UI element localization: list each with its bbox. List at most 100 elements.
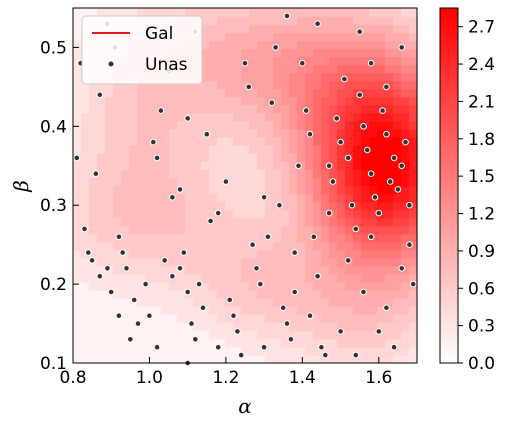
contour-cell bbox=[97, 354, 106, 364]
contour-cell bbox=[345, 346, 354, 356]
contour-cell bbox=[361, 185, 370, 195]
contour-cell bbox=[401, 274, 410, 283]
contour-cell bbox=[89, 8, 98, 17]
contour-cell bbox=[217, 314, 226, 324]
contour-cell bbox=[241, 193, 250, 203]
scatter-point bbox=[169, 194, 176, 201]
contour-cell bbox=[217, 24, 226, 33]
contour-cell bbox=[361, 24, 370, 33]
contour-cell bbox=[233, 88, 242, 98]
contour-cell bbox=[409, 338, 418, 348]
plot-frame bbox=[72, 7, 418, 364]
contour-cell bbox=[73, 40, 82, 49]
contour-cell bbox=[233, 322, 242, 332]
contour-cell bbox=[137, 137, 146, 146]
contour-cell bbox=[193, 241, 202, 251]
contour-cell bbox=[257, 177, 266, 187]
contour-cell bbox=[89, 201, 98, 211]
contour-cell bbox=[393, 233, 402, 243]
scatter-point bbox=[390, 343, 398, 351]
contour-cell bbox=[209, 129, 218, 138]
contour-cell bbox=[281, 24, 290, 33]
contour-cell bbox=[321, 129, 330, 138]
contour-cell bbox=[337, 306, 346, 316]
contour-cell bbox=[97, 314, 106, 324]
contour-cell bbox=[241, 88, 250, 98]
contour-cell bbox=[241, 120, 250, 130]
contour-cell bbox=[241, 241, 250, 251]
contour-cell bbox=[385, 153, 394, 162]
contour-cell bbox=[321, 209, 330, 219]
contour-cell bbox=[121, 153, 130, 162]
scatter-point bbox=[302, 107, 310, 114]
contour-cell bbox=[241, 80, 250, 90]
contour-cell bbox=[145, 338, 154, 348]
contour-cell bbox=[217, 153, 226, 162]
contour-cell bbox=[241, 274, 250, 283]
contour-cell bbox=[97, 120, 106, 130]
contour-cell bbox=[345, 306, 354, 316]
contour-cell bbox=[393, 177, 402, 187]
contour-cell bbox=[345, 104, 354, 114]
contour-cell bbox=[369, 8, 378, 17]
contour-cell bbox=[153, 330, 162, 340]
contour-cell bbox=[265, 112, 274, 122]
contour-cell bbox=[257, 80, 266, 90]
contour-cell bbox=[281, 322, 290, 332]
contour-cell bbox=[137, 177, 146, 187]
contour-cell bbox=[377, 258, 386, 267]
contour-cell bbox=[353, 306, 362, 316]
contour-cell bbox=[401, 32, 410, 41]
contour-cell bbox=[289, 346, 298, 356]
contour-cell bbox=[257, 201, 266, 211]
contour-cell bbox=[161, 306, 170, 316]
contour-cell bbox=[113, 314, 122, 324]
contour-cell bbox=[225, 282, 234, 291]
contour-cell bbox=[89, 80, 98, 90]
contour-cell bbox=[353, 330, 362, 340]
scatter-point bbox=[180, 249, 188, 256]
contour-cell bbox=[233, 32, 242, 41]
contour-cell bbox=[369, 185, 378, 195]
contour-cell bbox=[209, 306, 218, 316]
contour-cell bbox=[337, 241, 346, 251]
contour-cell bbox=[185, 137, 194, 146]
contour-cell bbox=[401, 40, 410, 49]
contour-cell bbox=[249, 72, 258, 82]
contour-cell bbox=[249, 290, 258, 300]
contour-cell bbox=[369, 88, 378, 98]
contour-cell bbox=[385, 346, 394, 356]
contour-cell bbox=[201, 354, 210, 364]
contour-cell bbox=[273, 24, 282, 33]
contour-cell bbox=[217, 201, 226, 211]
contour-cell bbox=[193, 129, 202, 138]
contour-cell bbox=[393, 354, 402, 364]
contour-cell bbox=[113, 177, 122, 187]
contour-cell bbox=[89, 112, 98, 122]
contour-cell bbox=[369, 64, 378, 74]
contour-cell bbox=[209, 354, 218, 364]
contour-cell bbox=[345, 233, 354, 243]
contour-cell bbox=[257, 266, 266, 275]
contour-cell bbox=[305, 233, 314, 243]
contour-cell bbox=[409, 354, 418, 364]
contour-cell bbox=[377, 169, 386, 179]
contour-cell bbox=[305, 354, 314, 364]
contour-cell bbox=[113, 258, 122, 267]
contour-cell bbox=[169, 314, 178, 324]
contour-cell bbox=[393, 201, 402, 211]
contour-cell bbox=[281, 266, 290, 275]
contour-cell bbox=[233, 48, 242, 58]
contour-cell bbox=[177, 169, 186, 179]
contour-cell bbox=[353, 104, 362, 114]
contour-cell bbox=[289, 330, 298, 340]
contour-cell bbox=[265, 282, 274, 291]
contour-cell bbox=[393, 72, 402, 82]
contour-cell bbox=[105, 314, 114, 324]
contour-cell bbox=[153, 217, 162, 227]
contour-cell bbox=[161, 282, 170, 291]
contour-cell bbox=[145, 290, 154, 300]
contour-cell bbox=[185, 185, 194, 195]
contour-cell bbox=[145, 120, 154, 130]
contour-cell bbox=[145, 258, 154, 267]
